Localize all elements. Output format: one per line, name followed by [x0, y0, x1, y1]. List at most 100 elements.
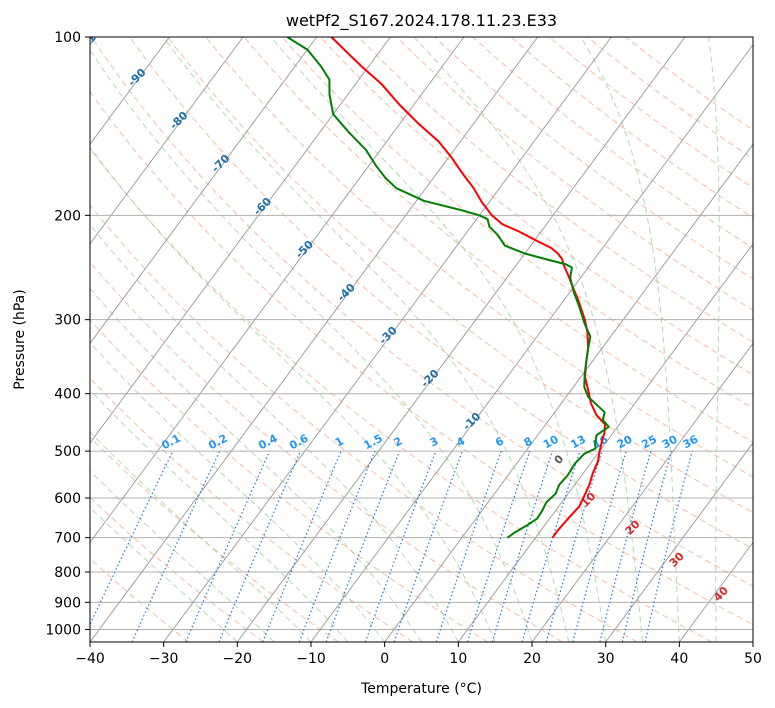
- moist-adiabat-line: [90, 287, 422, 642]
- moist-adiabat-line: [162, 37, 570, 642]
- dry-adiabat-line: [205, 37, 753, 478]
- moist-adiabat-line: [90, 146, 496, 642]
- moist-adiabat-line: [270, 37, 607, 642]
- mixing-ratio-label: 30: [660, 433, 680, 452]
- x-tick-label: 10: [449, 651, 467, 667]
- mixing-ratio-line: [185, 450, 271, 642]
- x-axis-title: Temperature (°C): [360, 681, 482, 697]
- mixing-ratio-line: [599, 450, 652, 642]
- x-tick-label: −10: [296, 651, 326, 667]
- mixing-ratio-label: 10: [541, 433, 561, 452]
- x-tick-label: −40: [75, 651, 105, 667]
- isotherm-gridline: [457, 242, 753, 642]
- mixing-ratio-line: [521, 450, 581, 642]
- moist-adiabat-line: [90, 223, 459, 642]
- moist-adiabat-line: [708, 37, 720, 642]
- y-tick-label: 700: [54, 531, 81, 547]
- isotherm-label: -100: [81, 20, 110, 49]
- mixing-ratio-line: [644, 450, 693, 642]
- dry-adiabat-line: [90, 37, 753, 587]
- dewpoint-line: [286, 37, 610, 539]
- dry-adiabat-line: [358, 37, 753, 343]
- dry-adiabat-line: [129, 37, 753, 550]
- dry-adiabat-line: [587, 37, 753, 160]
- mixing-ratio-label: 1.5: [362, 432, 385, 453]
- isotherm-gridline: [90, 37, 244, 245]
- mixing-ratio-label: 2: [392, 434, 405, 449]
- isotherm-gridline: [384, 143, 753, 642]
- dry-adiabat-line: [90, 147, 712, 642]
- isotherm-gridline: [90, 37, 465, 544]
- mixing-ratio-label: 20: [615, 433, 635, 452]
- moist-adiabat-line: [413, 37, 643, 642]
- mixing-ratio-label: 36: [681, 433, 701, 452]
- dry-adiabat-line: [319, 37, 753, 376]
- mixing-ratio-line: [572, 450, 627, 642]
- dry-adiabat-line: [281, 37, 753, 409]
- mixing-ratio-label: 0.2: [206, 432, 229, 453]
- y-tick-label: 1000: [45, 622, 81, 638]
- mixing-ratio-line: [298, 450, 376, 642]
- mixing-ratio-line: [364, 450, 437, 642]
- y-tick-label: 600: [54, 491, 81, 507]
- mixing-ratio-line: [545, 450, 603, 642]
- y-tick-label: 800: [54, 565, 81, 581]
- axes: −40 −30 −20 −10 0 10 20 30 40 5010020030040050060…: [45, 30, 762, 667]
- dry-adiabat-line: [90, 377, 414, 642]
- moist-adiabat-label: 0: [552, 452, 567, 467]
- temperature-line: [330, 37, 606, 539]
- dry-adiabat-line: [90, 558, 190, 642]
- mixing-ratio-line: [466, 450, 531, 642]
- moist-adiabat-label: 40: [711, 584, 731, 604]
- mixing-ratio-label: 13: [568, 433, 588, 452]
- chart-title: wetPf2_S167.2024.178.11.23.E33: [286, 11, 557, 31]
- y-tick-label: 300: [54, 313, 81, 329]
- isotherm-gridline: [752, 641, 753, 642]
- mixing-ratio-line: [90, 450, 174, 626]
- moist-adiabat-label: 30: [667, 549, 687, 569]
- moist-adiabat-label: 20: [623, 517, 643, 537]
- dry-adiabat-line: [90, 319, 488, 642]
- x-tick-label: −30: [149, 651, 179, 667]
- x-tick-label: 50: [744, 651, 762, 667]
- mixing-ratio-line: [218, 450, 302, 642]
- mixing-ratio-line: [621, 450, 672, 642]
- dry-adiabat-line: [90, 496, 264, 642]
- isotherm-gridline: [90, 37, 318, 345]
- dry-adiabat-line: [548, 37, 753, 189]
- line-labels: 0.1 0.2 0.4 0.6 1 1.5 2 3 4 6 8 10 13 16 20 25 30 36-100-…: [81, 20, 731, 604]
- isotherm-gridline: [310, 43, 753, 642]
- dry-adiabat-line: [90, 204, 638, 642]
- moist-adiabat-line: [90, 431, 312, 642]
- y-tick-label: 500: [54, 444, 81, 460]
- y-axis-title: Pressure (hPa): [12, 289, 28, 389]
- x-tick-label: −20: [223, 651, 253, 667]
- mixing-ratio-label: 0.6: [287, 432, 311, 453]
- moist-adiabat-line: [90, 389, 349, 642]
- isotherm-gridline: [90, 37, 170, 146]
- y-tick-label: 100: [54, 30, 81, 46]
- isotherm-gridline: [90, 37, 539, 642]
- mixing-ratio-label: 3: [428, 434, 441, 449]
- dry-adiabat-line: [396, 37, 753, 311]
- mixing-ratio-label: 1: [333, 434, 346, 449]
- isotherm-gridline: [163, 37, 612, 642]
- y-tick-label: 900: [54, 595, 81, 611]
- mixing-ratio-line: [325, 450, 401, 642]
- mixing-ratio-label: 0.4: [256, 432, 280, 453]
- mixing-ratio-line: [393, 450, 463, 642]
- plot-frame: [89, 36, 754, 643]
- dry-adiabat-line: [90, 436, 339, 642]
- mixing-ratio-line: [262, 450, 342, 642]
- moist-adiabat-line: [580, 37, 680, 642]
- moist-adiabat-line: [90, 341, 386, 642]
- mixing-ratio-label: 25: [639, 433, 659, 452]
- y-tick-label: 200: [54, 208, 81, 224]
- background-lines: [90, 37, 753, 642]
- y-tick-label: 400: [54, 387, 81, 403]
- dry-adiabat-line: [90, 261, 563, 642]
- dry-adiabat-line: [167, 37, 753, 514]
- x-tick-label: 30: [597, 651, 615, 667]
- dry-adiabat-line: [510, 37, 753, 219]
